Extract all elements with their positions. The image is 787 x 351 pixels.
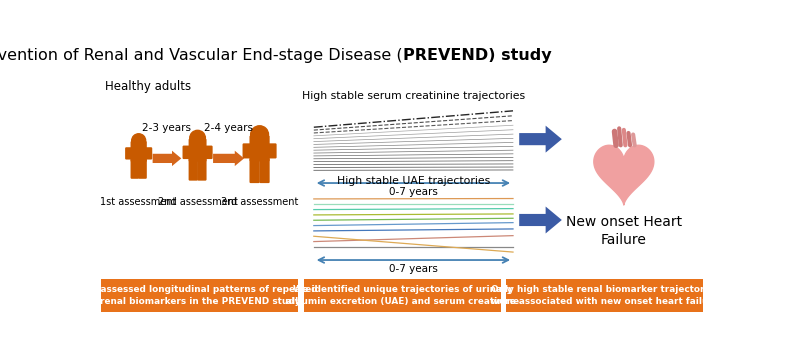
FancyBboxPatch shape xyxy=(506,278,703,312)
FancyBboxPatch shape xyxy=(249,158,260,183)
Text: 0-7 years: 0-7 years xyxy=(389,187,438,197)
FancyBboxPatch shape xyxy=(144,147,152,160)
Text: New onset Heart
Failure: New onset Heart Failure xyxy=(566,214,682,247)
Text: 3rd assessment: 3rd assessment xyxy=(221,197,298,207)
FancyBboxPatch shape xyxy=(203,146,212,159)
Text: 2-4 years: 2-4 years xyxy=(204,123,253,133)
Circle shape xyxy=(190,130,205,146)
FancyBboxPatch shape xyxy=(131,141,147,162)
FancyBboxPatch shape xyxy=(249,135,270,161)
Text: Healthy adults: Healthy adults xyxy=(105,80,190,93)
FancyBboxPatch shape xyxy=(139,159,147,179)
Text: We assessed longitudinal patterns of repeated
renal biomarkers in the PREVEND st: We assessed longitudinal patterns of rep… xyxy=(82,285,318,306)
FancyBboxPatch shape xyxy=(125,147,134,160)
Text: Prevention of Renal and Vascular End-stage Disease (: Prevention of Renal and Vascular End-sta… xyxy=(0,48,403,63)
Polygon shape xyxy=(594,145,654,205)
Text: High stable serum creatinine trajectories: High stable serum creatinine trajectorie… xyxy=(302,91,525,101)
Text: 2-3 years: 2-3 years xyxy=(142,123,191,133)
FancyArrow shape xyxy=(519,126,562,153)
FancyBboxPatch shape xyxy=(102,278,298,312)
FancyArrow shape xyxy=(153,151,181,166)
Text: High stable UAE trajectories: High stable UAE trajectories xyxy=(337,176,490,186)
FancyBboxPatch shape xyxy=(242,143,253,158)
FancyArrow shape xyxy=(213,151,244,166)
Text: 2nd assessment: 2nd assessment xyxy=(157,197,238,207)
Text: Only high stable renal biomarker trajectories
were associated with new onset hea: Only high stable renal biomarker traject… xyxy=(490,285,719,306)
FancyBboxPatch shape xyxy=(131,159,139,179)
FancyBboxPatch shape xyxy=(189,159,198,181)
FancyBboxPatch shape xyxy=(183,146,192,159)
FancyBboxPatch shape xyxy=(266,143,276,158)
Circle shape xyxy=(131,134,146,148)
FancyArrow shape xyxy=(519,206,562,233)
FancyBboxPatch shape xyxy=(198,159,206,181)
Text: PREVEND) study: PREVEND) study xyxy=(403,48,552,63)
FancyBboxPatch shape xyxy=(260,158,270,183)
FancyBboxPatch shape xyxy=(189,139,206,162)
Text: 0-7 years: 0-7 years xyxy=(389,264,438,274)
Circle shape xyxy=(250,126,268,144)
Text: 1st assessment: 1st assessment xyxy=(101,197,177,207)
FancyBboxPatch shape xyxy=(304,278,501,312)
Text: We identified unique trajectories of urinary
albumin excretion (UAE) and serum c: We identified unique trajectories of uri… xyxy=(286,285,519,306)
